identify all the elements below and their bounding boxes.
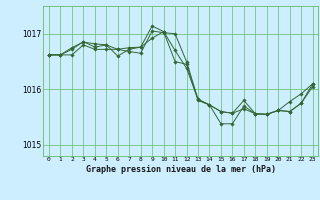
X-axis label: Graphe pression niveau de la mer (hPa): Graphe pression niveau de la mer (hPa) — [86, 165, 276, 174]
